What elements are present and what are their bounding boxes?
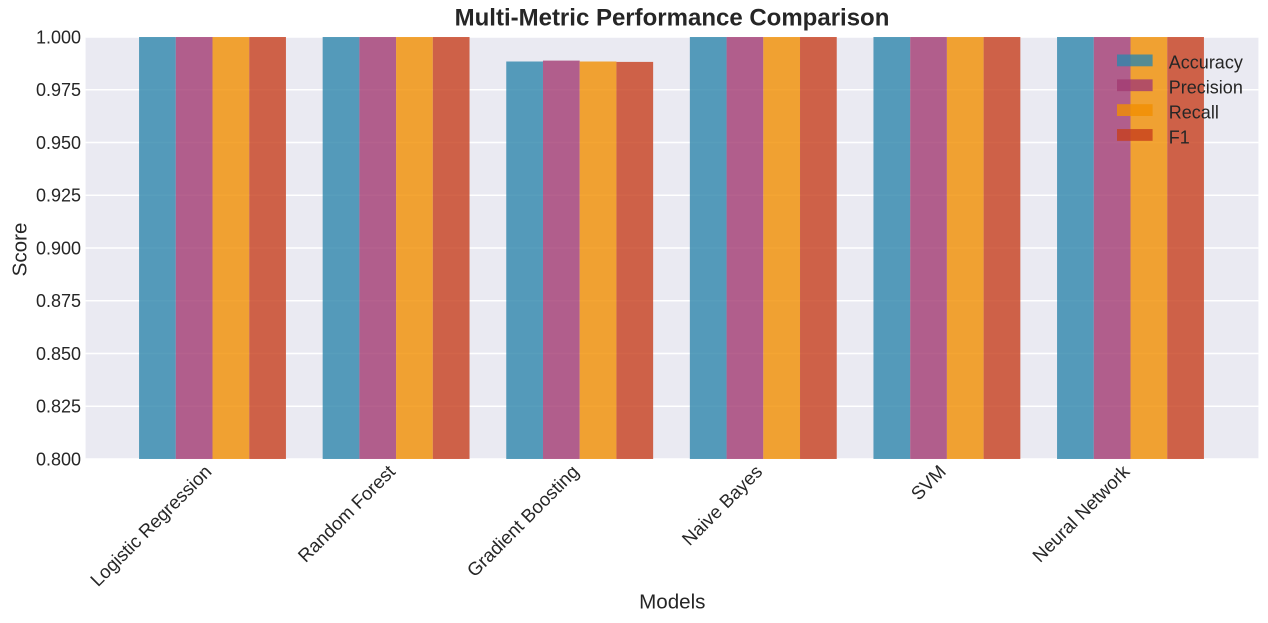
svg-text:Models: Models xyxy=(639,590,705,613)
svg-text:0.925: 0.925 xyxy=(36,186,81,206)
svg-text:0.975: 0.975 xyxy=(36,80,81,100)
svg-text:F1: F1 xyxy=(1169,127,1190,147)
svg-text:Accuracy: Accuracy xyxy=(1169,53,1243,73)
svg-text:0.850: 0.850 xyxy=(36,344,81,364)
svg-text:Score: Score xyxy=(8,223,31,277)
svg-text:0.825: 0.825 xyxy=(36,397,81,417)
svg-text:0.900: 0.900 xyxy=(36,238,81,258)
svg-text:Precision: Precision xyxy=(1169,78,1243,98)
svg-text:Multi-Metric Performance Compa: Multi-Metric Performance Comparison xyxy=(455,4,890,31)
svg-text:0.800: 0.800 xyxy=(36,449,81,469)
svg-text:1.000: 1.000 xyxy=(36,27,81,47)
svg-text:0.875: 0.875 xyxy=(36,291,81,311)
svg-text:Recall: Recall xyxy=(1169,102,1219,122)
svg-text:0.950: 0.950 xyxy=(36,133,81,153)
